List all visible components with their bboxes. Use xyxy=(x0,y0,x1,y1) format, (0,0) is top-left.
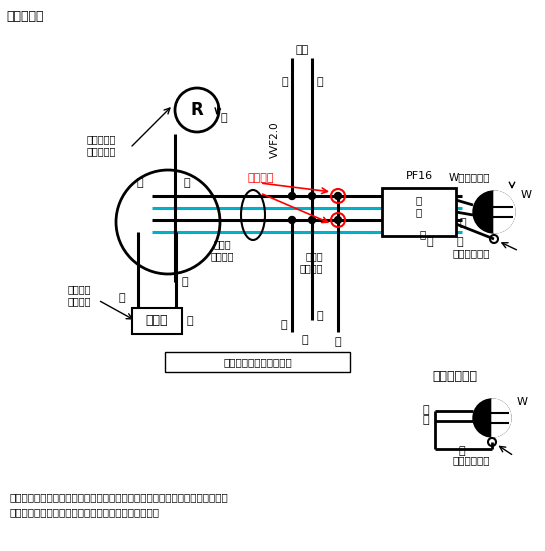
Circle shape xyxy=(288,192,295,199)
Text: 電源: 電源 xyxy=(295,45,308,55)
Text: イ: イ xyxy=(335,337,341,347)
Text: 黒: 黒 xyxy=(420,229,426,239)
Text: 黒: 黒 xyxy=(181,277,189,287)
Circle shape xyxy=(308,192,316,199)
Text: W: W xyxy=(521,190,532,200)
Text: 黒: 黒 xyxy=(459,446,465,456)
Text: これ以外にも正解となる結線方法があります。: これ以外にも正解となる結線方法があります。 xyxy=(10,507,160,517)
Text: ロ: ロ xyxy=(221,113,227,123)
Circle shape xyxy=(335,217,342,224)
Text: 電線の色別は問わない。: 電線の色別は問わない。 xyxy=(223,357,292,367)
Text: （　）: （ ） xyxy=(146,315,168,327)
Text: 黒: 黒 xyxy=(282,77,288,87)
Text: イ: イ xyxy=(302,335,308,345)
Circle shape xyxy=(473,191,515,233)
Text: ロ: ロ xyxy=(457,237,463,247)
FancyBboxPatch shape xyxy=(382,188,456,236)
Text: 差込形
コネクタ: 差込形 コネクタ xyxy=(210,239,234,261)
Text: 受金ねじ部
の端子に白: 受金ねじ部 の端子に白 xyxy=(87,134,117,156)
Text: R: R xyxy=(191,101,203,119)
Text: 白: 白 xyxy=(422,405,429,415)
Text: 【複線図】: 【複線図】 xyxy=(6,10,44,23)
Text: ロ: ロ xyxy=(459,218,467,228)
Text: VVF2.0: VVF2.0 xyxy=(270,122,280,158)
Text: （正解の例）: （正解の例） xyxy=(433,370,477,382)
Circle shape xyxy=(335,192,342,199)
Text: 小で圧着: 小で圧着 xyxy=(248,173,275,183)
Text: イ: イ xyxy=(187,316,193,326)
Text: わたり線は黒: わたり線は黒 xyxy=(452,248,490,258)
Text: 黒: 黒 xyxy=(281,320,287,330)
Wedge shape xyxy=(492,399,511,437)
Text: 白: 白 xyxy=(317,77,323,87)
Text: 白: 白 xyxy=(317,311,323,321)
Text: 赤: 赤 xyxy=(422,415,429,425)
Circle shape xyxy=(473,399,511,437)
Text: 接地側の
表示に白: 接地側の 表示に白 xyxy=(68,284,92,306)
Circle shape xyxy=(308,217,316,224)
Wedge shape xyxy=(494,191,515,233)
Text: （注）　上記は一例であり、スイッチ及びコンセントの結線方法については、: （注） 上記は一例であり、スイッチ及びコンセントの結線方法については、 xyxy=(10,492,229,502)
Text: 赤: 赤 xyxy=(416,207,422,217)
Text: 白: 白 xyxy=(416,195,422,205)
Text: 黒: 黒 xyxy=(427,237,433,247)
Text: PF16: PF16 xyxy=(405,171,433,181)
Text: わたり線は黒: わたり線は黒 xyxy=(452,455,490,465)
Circle shape xyxy=(288,217,295,224)
Text: 白: 白 xyxy=(136,178,143,188)
Text: W: W xyxy=(517,397,528,407)
Text: 黒: 黒 xyxy=(183,178,190,188)
Text: リング
スリーブ: リング スリーブ xyxy=(300,251,323,273)
Text: Wの表示に白: Wの表示に白 xyxy=(449,172,490,182)
Text: 白: 白 xyxy=(118,293,125,303)
